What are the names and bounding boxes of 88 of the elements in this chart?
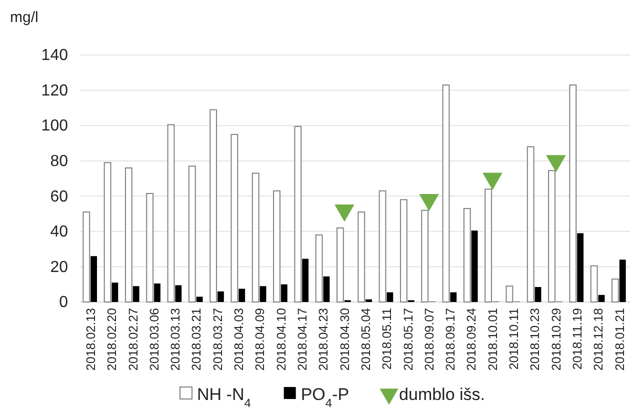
x-tick-label: 2018.04.09 [253, 308, 268, 371]
bar [132, 286, 140, 302]
x-tick-label: 2018.04.10 [274, 308, 288, 371]
bar [378, 190, 386, 302]
bar [612, 278, 619, 302]
bar [175, 285, 182, 302]
bar [230, 134, 238, 302]
bar [590, 265, 598, 302]
bar [598, 294, 605, 302]
x-tick-label: 2018.03.27 [210, 308, 225, 371]
bar [82, 212, 90, 302]
y-tick-label: 120 [41, 82, 68, 100]
bar [506, 286, 514, 302]
x-tick-label: 2018.04.30 [338, 308, 352, 371]
y-axis-title: mg/l [10, 9, 38, 26]
bar [463, 208, 471, 302]
point [482, 172, 502, 190]
bar [400, 199, 408, 302]
x-tick-label: 2018.04.03 [232, 308, 246, 371]
y-tick-label: 80 [50, 152, 68, 170]
x-tick-label: 2018.10.11 [507, 308, 522, 370]
x-tick-label: 2018.05.04 [358, 308, 373, 371]
x-tick-label: 2018.05.17 [401, 308, 416, 371]
x-tick-label: 2018.03.13 [168, 308, 183, 371]
bar [336, 227, 344, 302]
x-tick-label: 2018.12.18 [592, 308, 606, 371]
bar [619, 260, 626, 302]
x-tick-label: 2018.09.07 [422, 308, 436, 371]
bar [252, 172, 260, 302]
x-tick-label: 2018.03.21 [190, 308, 204, 371]
y-tick-label: 20 [50, 258, 68, 276]
y-tick-label: 140 [41, 47, 68, 64]
bar [471, 230, 478, 302]
bar [577, 233, 584, 302]
y-tick-label: 40 [50, 224, 68, 241]
x-tick-label: 2018.01.21 [612, 308, 627, 371]
bar [218, 291, 224, 302]
bar [315, 234, 323, 302]
bar [569, 84, 577, 302]
y-tick-label: 60 [50, 188, 68, 206]
x-tick-label: 2018.02.13 [84, 308, 98, 371]
legend-label: PO$_{4}$-P [300, 385, 350, 410]
bar [442, 84, 450, 302]
point [546, 155, 566, 172]
x-tick-label: 2018.10.23 [528, 308, 542, 371]
point [419, 194, 439, 212]
x-tick-label: 2018.02.27 [126, 308, 140, 371]
bar [90, 256, 97, 302]
x-tick-label: 2018.10.29 [549, 308, 564, 371]
x-tick-label: 2018.09.17 [444, 308, 458, 371]
y-tick-label: 0 [59, 294, 68, 312]
bar [124, 167, 132, 302]
bar [112, 282, 118, 302]
bar [273, 190, 280, 302]
legend-label: dumblo išs. [399, 385, 486, 404]
bar [167, 124, 175, 302]
bar [280, 284, 288, 302]
x-tick-label: 2018.10.01 [486, 308, 500, 371]
point [334, 204, 354, 222]
legend-label: NH -N$_{4}$ [197, 385, 252, 410]
bar [358, 212, 366, 302]
bar [188, 166, 196, 302]
bar [238, 288, 246, 302]
x-tick-label: 2018.09.24 [464, 308, 479, 371]
bar [386, 292, 394, 302]
bar [196, 296, 203, 302]
bar [104, 162, 112, 302]
bar [484, 188, 492, 302]
bar [534, 287, 542, 302]
bar [154, 283, 160, 302]
x-tick-label: 2018.04.23 [316, 308, 331, 371]
bar [323, 276, 330, 302]
x-tick-label: 2018.04.17 [295, 308, 310, 371]
bar [294, 126, 302, 302]
bar [548, 170, 556, 302]
x-tick-label: 2018.02.20 [105, 308, 120, 371]
bar [260, 286, 266, 302]
bar [450, 292, 457, 302]
bar [526, 146, 534, 302]
bar [366, 299, 372, 302]
bar [421, 210, 429, 302]
x-tick-label: 2018.03.06 [147, 308, 162, 371]
bar [302, 258, 309, 302]
x-tick-label: 2018.05.11 [380, 308, 394, 370]
x-tick-label: 2018.11.19 [570, 308, 584, 370]
y-tick-label: 100 [41, 118, 68, 135]
bar [146, 192, 154, 302]
bar [210, 109, 217, 302]
